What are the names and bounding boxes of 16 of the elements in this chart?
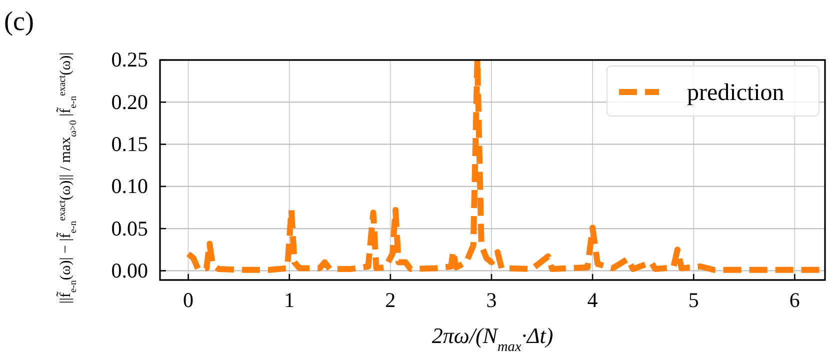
x-tick-label: 3 [486, 288, 497, 312]
x-axis-title: 2πω/(N$_{max}$·Δt) [432, 323, 554, 355]
y-tick-label: 0.10 [111, 174, 148, 198]
y-tick-label: 0.20 [111, 90, 148, 114]
x-tick-label: 1 [284, 288, 295, 312]
x-tick-label: 0 [183, 288, 194, 312]
x-tick-label: 4 [587, 288, 598, 312]
y-tick-label: 0.25 [111, 48, 148, 72]
y-tick-label: 0.05 [111, 216, 148, 240]
x-tick-label: 6 [789, 288, 800, 312]
y-tick-label: 0.15 [111, 132, 148, 156]
chart-title: (c) [4, 6, 34, 36]
y-tick-label: 0.00 [111, 258, 148, 282]
x-tick-label: 2 [385, 288, 396, 312]
x-tick-label: 5 [688, 288, 699, 312]
legend-label: prediction [687, 80, 784, 106]
